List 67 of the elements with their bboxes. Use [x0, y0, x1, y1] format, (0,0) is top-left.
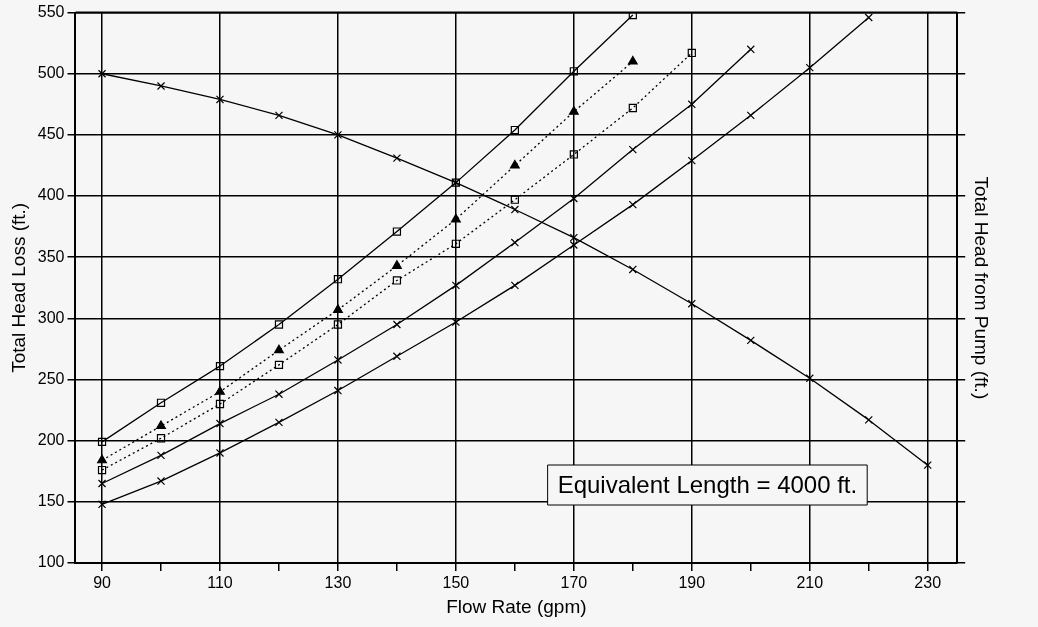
point — [510, 281, 520, 290]
y2-axis-title: Total Head from Pump (ft.) — [971, 176, 993, 400]
point — [392, 320, 402, 329]
point — [392, 276, 402, 285]
point — [392, 352, 402, 361]
point — [274, 390, 284, 399]
point — [864, 13, 873, 22]
y-tick-label: 300 — [37, 308, 65, 326]
point — [510, 125, 520, 135]
y-tick-label: 550 — [37, 3, 65, 21]
point — [215, 361, 225, 371]
point — [628, 103, 637, 113]
y-tick-label: 100 — [37, 553, 65, 571]
y-axis-title: Total Head Loss (ft.) — [7, 202, 29, 373]
point — [97, 454, 107, 464]
x-tick-label: 230 — [914, 574, 942, 592]
point — [156, 420, 166, 430]
point — [450, 213, 461, 223]
y-tick-label: 500 — [37, 64, 65, 82]
y-tick-label: 200 — [37, 431, 65, 449]
y-tick-label: 250 — [37, 369, 65, 387]
y-tick-label: 150 — [37, 492, 65, 510]
point — [97, 465, 107, 475]
point — [510, 205, 520, 214]
point — [391, 260, 402, 269]
point — [510, 195, 520, 204]
point — [274, 360, 284, 369]
x-tick-label: 90 — [93, 574, 112, 592]
point — [568, 106, 579, 115]
point — [274, 344, 284, 354]
x-tick-label: 190 — [678, 574, 706, 592]
y-tick-label: 450 — [37, 125, 65, 143]
point — [509, 159, 520, 169]
point — [687, 48, 696, 58]
point — [215, 419, 225, 428]
y-tick-label: 400 — [37, 186, 65, 204]
x-tick-label: 210 — [796, 574, 824, 592]
x-tick-label: 110 — [207, 574, 233, 592]
point — [156, 81, 166, 91]
point — [451, 239, 461, 248]
x-tick-label: 130 — [324, 574, 352, 592]
annotation: Equivalent Length = 4000 ft. — [557, 470, 858, 498]
x-tick-label: 150 — [442, 574, 470, 592]
x-axis-title: Flow Rate (gpm) — [446, 595, 587, 617]
point — [333, 386, 343, 395]
point — [687, 299, 696, 308]
point — [97, 437, 107, 447]
point — [333, 304, 343, 313]
point — [746, 45, 755, 54]
point — [274, 111, 284, 120]
point — [628, 265, 637, 274]
x-tick-label: 170 — [560, 574, 588, 592]
point — [156, 434, 166, 443]
point — [215, 386, 225, 395]
point — [510, 238, 520, 247]
point — [156, 398, 166, 407]
point — [333, 275, 343, 284]
point — [333, 320, 343, 329]
point — [569, 67, 578, 76]
point — [274, 320, 284, 329]
point — [97, 479, 107, 488]
point — [215, 95, 225, 104]
point — [569, 150, 578, 159]
point — [215, 399, 225, 409]
y-tick-label: 350 — [37, 247, 65, 265]
point — [392, 227, 402, 236]
point — [627, 55, 638, 65]
